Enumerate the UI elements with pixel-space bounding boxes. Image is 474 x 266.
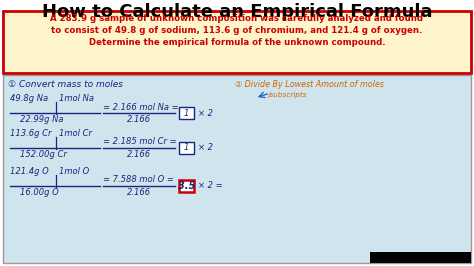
Text: 1mol Na: 1mol Na bbox=[59, 94, 94, 103]
Bar bbox=[179, 142, 194, 154]
Text: 3.5: 3.5 bbox=[178, 181, 195, 191]
Text: 16.00g O: 16.00g O bbox=[20, 188, 59, 197]
Text: A 283.9 g sample of unknown composition was carefully analyzed and found: A 283.9 g sample of unknown composition … bbox=[51, 14, 423, 23]
Text: 1: 1 bbox=[184, 143, 189, 152]
Bar bbox=[179, 180, 194, 192]
Text: = 2.185 mol Cr =: = 2.185 mol Cr = bbox=[103, 138, 177, 147]
Text: ① Convert mass to moles: ① Convert mass to moles bbox=[8, 80, 123, 89]
Text: 2.166: 2.166 bbox=[127, 150, 151, 159]
Text: 1mol Cr: 1mol Cr bbox=[59, 129, 92, 138]
Text: = 2.166 mol Na =: = 2.166 mol Na = bbox=[103, 102, 179, 111]
Text: ② Divide By Lowest Amount of moles: ② Divide By Lowest Amount of moles bbox=[235, 80, 384, 89]
Text: /subscripts: /subscripts bbox=[268, 92, 308, 98]
Text: How to Calculate an Empirical Formula: How to Calculate an Empirical Formula bbox=[42, 3, 432, 21]
Text: × 2 =: × 2 = bbox=[198, 181, 223, 190]
Text: = 7.588 mol O =: = 7.588 mol O = bbox=[103, 176, 174, 185]
Text: 2.166: 2.166 bbox=[127, 188, 151, 197]
Bar bbox=[3, 75, 471, 263]
Text: 49.8g Na: 49.8g Na bbox=[10, 94, 48, 103]
Text: 2.166: 2.166 bbox=[127, 115, 151, 124]
Bar bbox=[3, 11, 471, 73]
Text: 1: 1 bbox=[184, 109, 189, 118]
Text: 152.00g Cr: 152.00g Cr bbox=[20, 150, 67, 159]
Bar bbox=[370, 252, 471, 263]
Text: 113.6g Cr: 113.6g Cr bbox=[10, 129, 52, 138]
Text: Determine the empirical formula of the unknown compound.: Determine the empirical formula of the u… bbox=[89, 38, 385, 47]
Text: 1mol O: 1mol O bbox=[59, 167, 89, 176]
Text: × 2: × 2 bbox=[198, 143, 213, 152]
Bar bbox=[179, 107, 194, 119]
Text: 22.99g Na: 22.99g Na bbox=[20, 115, 64, 124]
Text: 121.4g O: 121.4g O bbox=[10, 167, 49, 176]
Text: to consist of 49.8 g of sodium, 113.6 g of chromium, and 121.4 g of oxygen.: to consist of 49.8 g of sodium, 113.6 g … bbox=[51, 26, 423, 35]
Text: × 2: × 2 bbox=[198, 109, 213, 118]
